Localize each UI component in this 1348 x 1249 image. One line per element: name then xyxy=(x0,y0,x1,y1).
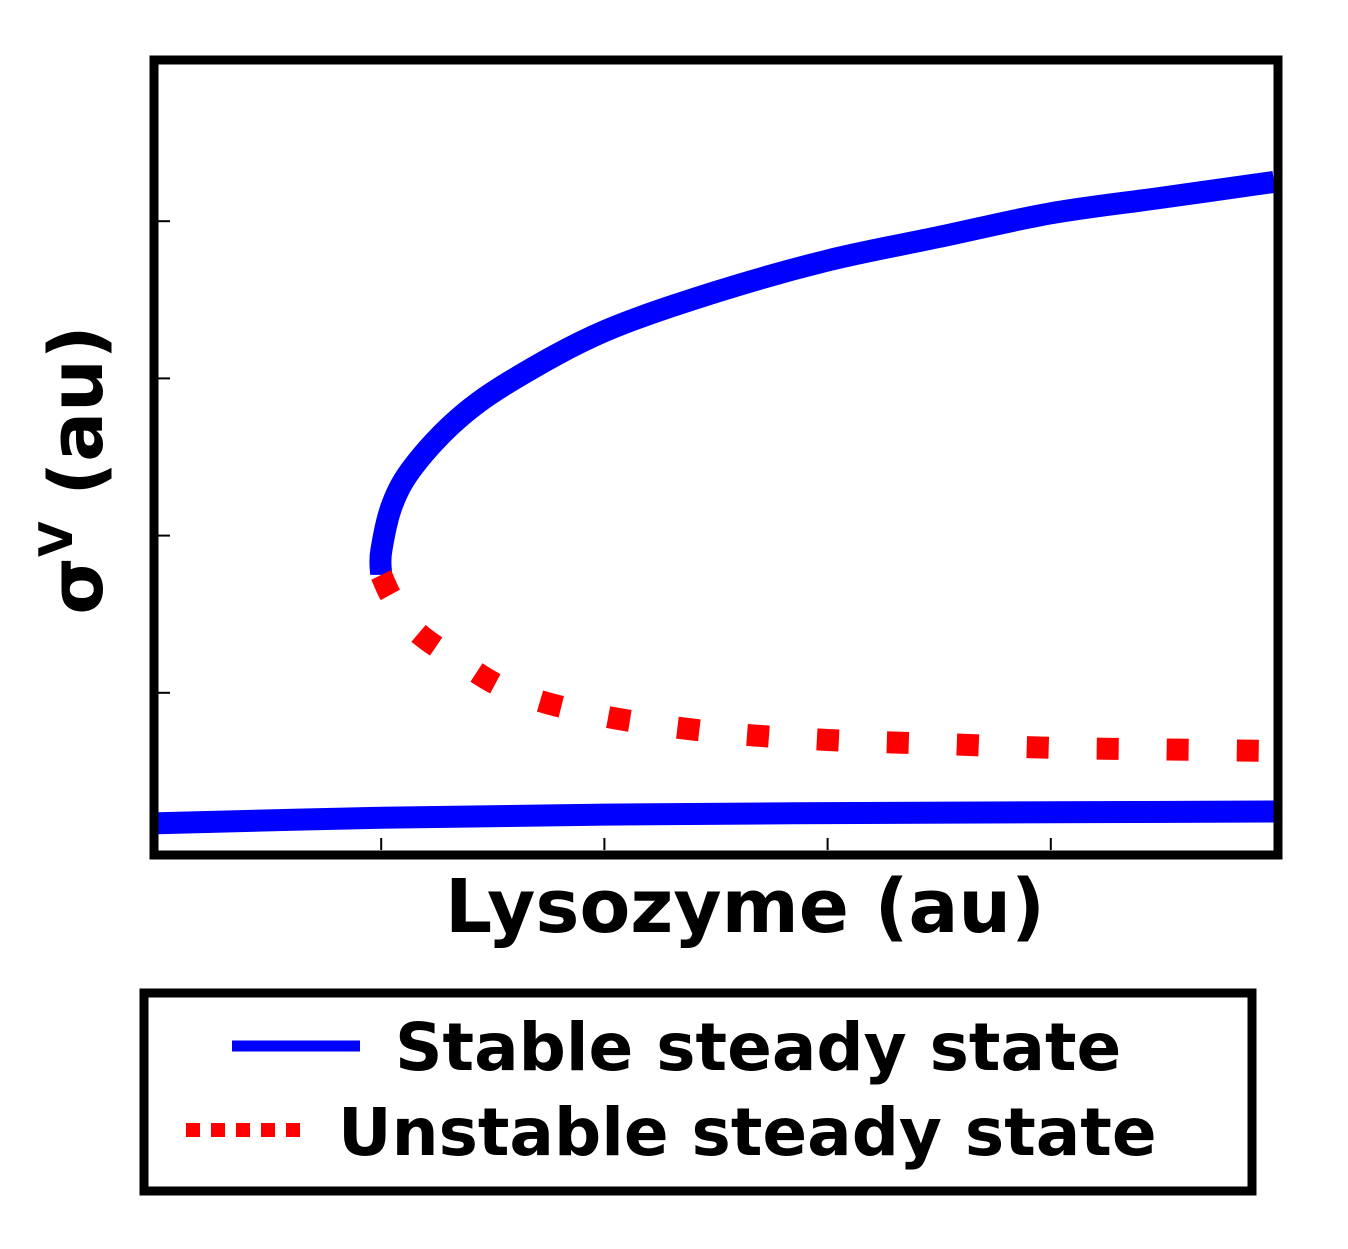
ticks-layer xyxy=(158,220,1052,850)
series-middle-unstable xyxy=(371,570,1275,762)
series-layer xyxy=(157,171,1276,835)
y-axis-label-suffix: (au) xyxy=(34,325,120,521)
legend-box xyxy=(139,988,1257,1196)
legend: Stable steady state Unstable steady stat… xyxy=(139,988,1257,1196)
svg-text:σV (au): σV (au) xyxy=(29,325,120,614)
x-axis-label: Lysozyme (au) xyxy=(445,864,1045,950)
plot-frame xyxy=(149,55,1283,860)
series-upper-stable xyxy=(369,171,1276,576)
y-axis-label-superscript: V xyxy=(29,521,83,557)
y-axis-label-base: σ xyxy=(34,557,120,615)
series-lower-stable xyxy=(157,800,1275,835)
legend-label-stable: Stable steady state xyxy=(395,1009,1121,1086)
legend-label-unstable: Unstable steady state xyxy=(338,1094,1157,1171)
y-axis-label-group: σV (au) xyxy=(29,325,120,614)
